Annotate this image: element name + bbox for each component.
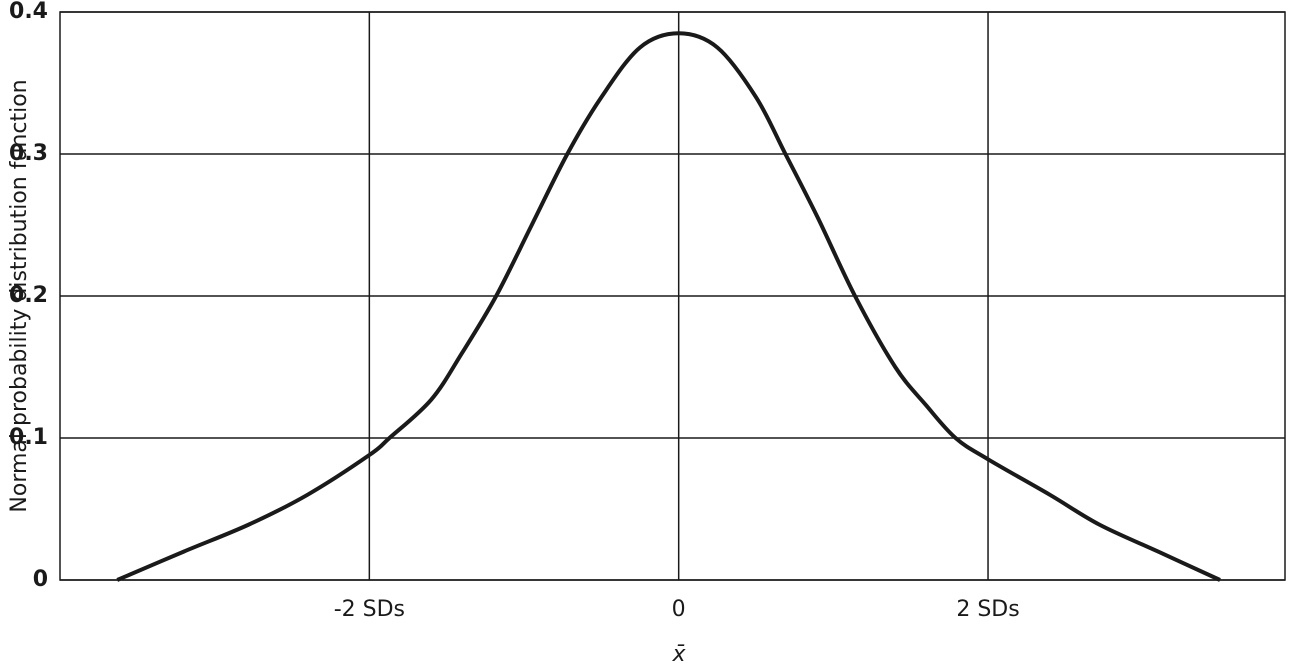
x-tick-label: 2 SDs [956,597,1019,622]
y-tick-label: 0.2 [9,283,48,308]
y-axis-label: Normal probability distribution function [7,79,32,512]
y-tick-label: 0 [33,567,48,592]
curve [116,31,1221,582]
y-tick-label: 0.3 [9,141,48,166]
x-tick-label: -2 SDs [334,597,405,622]
y-tick-label: 0.1 [9,425,48,450]
x-tick-label: 0 [672,597,686,622]
y-tick-label: 0.4 [9,0,48,24]
x-axis-label: x̄ [671,642,686,667]
